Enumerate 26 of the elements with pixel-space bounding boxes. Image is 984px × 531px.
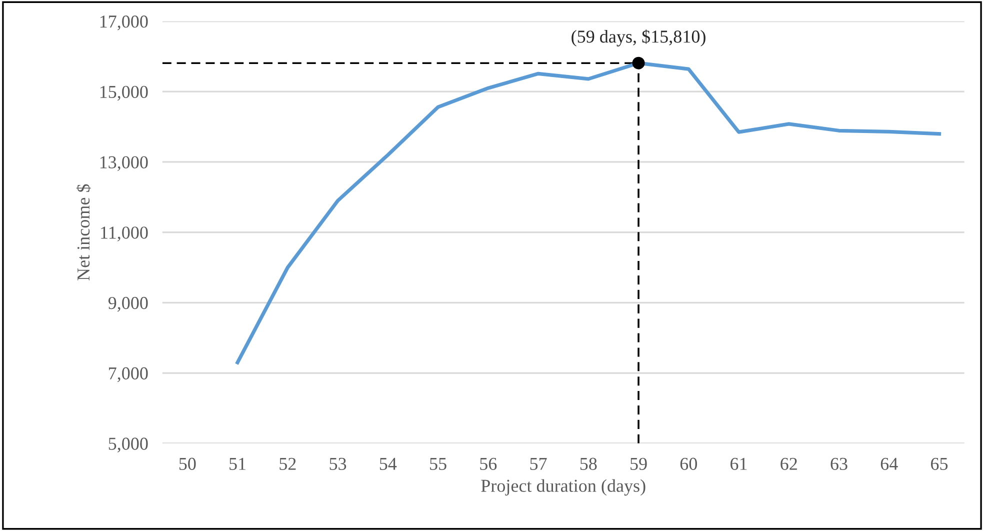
- y-axis-title: Net income $: [76, 184, 91, 280]
- x-tick-label: 64: [880, 458, 898, 470]
- y-tick-label: 13,000: [100, 156, 148, 171]
- y-tick-label: 7,000: [109, 367, 148, 382]
- x-tick-label: 57: [530, 458, 547, 470]
- x-tick-label: 65: [931, 458, 948, 470]
- y-tick-label: 17,000: [100, 15, 148, 30]
- x-tick-label: 59: [630, 458, 647, 470]
- x-tick-label: 56: [480, 458, 497, 470]
- y-tick-label: 9,000: [108, 296, 148, 312]
- y-tick-label: 15,000: [100, 86, 148, 101]
- x-tick-label: 60: [680, 458, 697, 470]
- x-tick-label: 55: [430, 458, 446, 470]
- x-tick-label: 58: [580, 458, 597, 470]
- x-tick-label: 63: [830, 458, 848, 470]
- annotation: (59 days, $15,810): [572, 29, 706, 46]
- x-tick-label: 51: [230, 458, 246, 470]
- x-tick-label: 53: [330, 458, 346, 470]
- x-tick-label: 54: [380, 458, 397, 470]
- x-tick-label: 52: [280, 458, 296, 470]
- x-tick-label: 50: [179, 458, 196, 470]
- x-axis-title: Project duration (days): [481, 479, 646, 496]
- x-tick-label: 62: [780, 458, 797, 470]
- y-tick-label: 5,000: [108, 438, 148, 452]
- x-tick-label: 61: [730, 458, 747, 470]
- y-tick-label: 11,000: [101, 226, 148, 242]
